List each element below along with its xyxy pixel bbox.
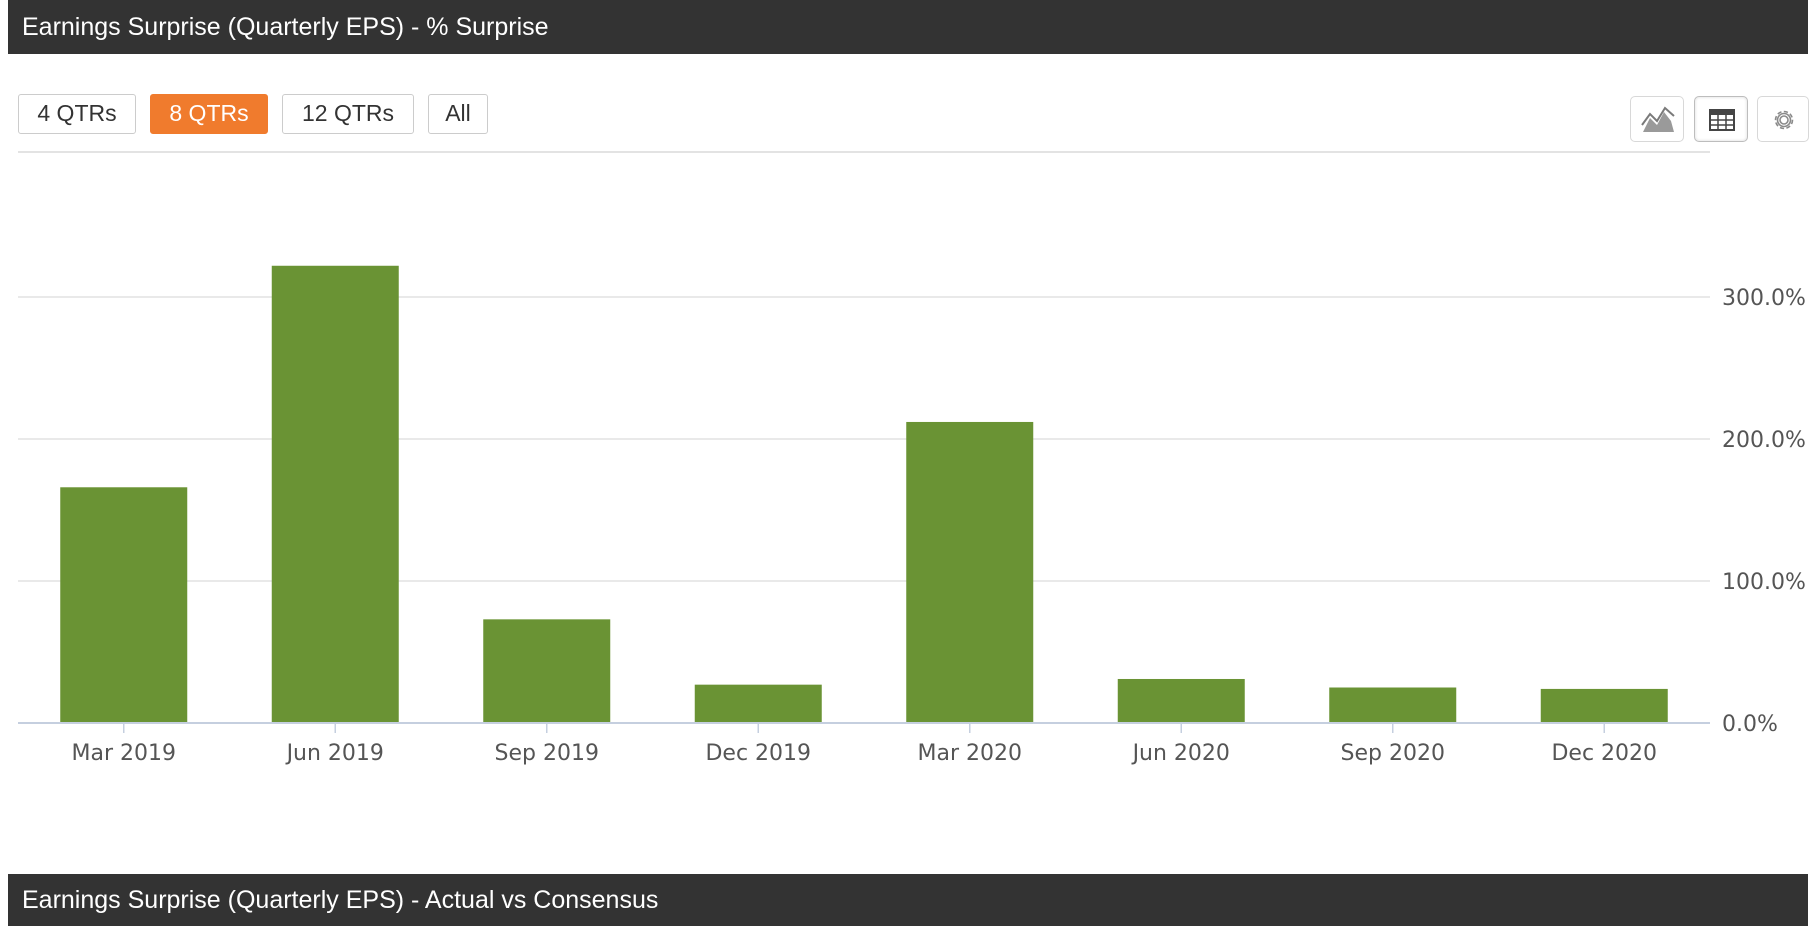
y-tick-label: 0.0% [1722,712,1778,737]
x-axis [18,722,1710,733]
y-tick-label: 300.0% [1722,286,1806,311]
x-tick-label: Sep 2019 [495,741,599,766]
table-view-button[interactable] [1694,96,1748,142]
chart-title: Earnings Surprise (Quarterly EPS) - % Su… [22,13,549,41]
range-button-4-qtrs[interactable]: 4 QTRs [18,94,136,134]
bar [906,421,1034,723]
gear-icon [1774,110,1794,130]
toolbar-divider [18,151,1710,153]
x-tick-label: Dec 2020 [1551,741,1657,766]
x-tick-label: Sep 2020 [1341,741,1445,766]
chart-title-bar: Earnings Surprise (Quarterly EPS) - % Su… [8,0,1808,54]
bar [1540,688,1668,723]
bar [483,619,611,723]
bar [60,487,188,723]
x-tick-label: Dec 2019 [705,741,811,766]
chart-view-button[interactable] [1630,96,1684,142]
bar [694,684,822,723]
bar [271,265,399,723]
table-icon [1709,109,1735,131]
x-tick-label: Jun 2020 [1131,741,1230,766]
range-button-8-qtrs[interactable]: 8 QTRs [150,94,268,134]
x-tick-label: Mar 2020 [918,741,1023,766]
x-tick-label: Jun 2019 [285,741,384,766]
range-button-all[interactable]: All [428,94,488,134]
y-tick-label: 100.0% [1722,570,1806,595]
x-tick-label: Mar 2019 [72,741,177,766]
axis-labels: 0.0% 100.0% 200.0% 300.0% Mar 2019 Jun 2019 Se… [72,286,1806,766]
area-chart-icon [1641,106,1675,132]
settings-button[interactable] [1757,96,1809,142]
range-button-12-qtrs[interactable]: 12 QTRs [282,94,414,134]
bar [1117,678,1245,723]
y-tick-label: 200.0% [1722,428,1806,453]
next-section-title-bar: Earnings Surprise (Quarterly EPS) - Actu… [8,874,1808,926]
next-section-title: Earnings Surprise (Quarterly EPS) - Actu… [22,886,659,914]
bars [60,265,1668,723]
bar [1329,687,1457,723]
